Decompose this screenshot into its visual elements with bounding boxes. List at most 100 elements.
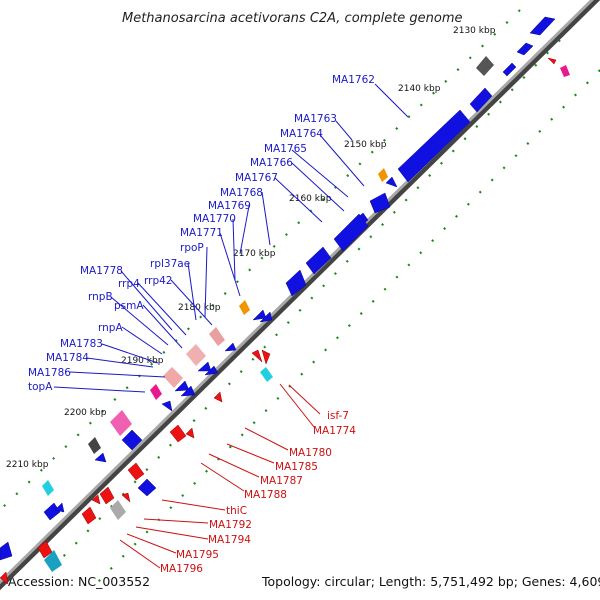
gene-label[interactable]: rrp4: [118, 278, 140, 290]
gene-label[interactable]: MA1780: [289, 447, 332, 459]
gene-label[interactable]: MA1792: [209, 519, 252, 531]
gene-arrow[interactable]: [180, 385, 196, 397]
reverse-gene-labels: isf-7 MA1774 MA1780 MA1785 MA1787 MA1788…: [160, 410, 356, 575]
gene-arrow[interactable]: [37, 540, 53, 559]
feature-block[interactable]: [110, 500, 126, 520]
gene-label[interactable]: MA1766: [250, 157, 293, 169]
gene-arrow[interactable]: [529, 16, 556, 36]
gene-arrow[interactable]: [0, 541, 13, 561]
gene-label[interactable]: rnpA: [98, 322, 123, 334]
feature-block[interactable]: [186, 344, 206, 366]
feature-block[interactable]: [44, 550, 62, 572]
gene-label[interactable]: MA1795: [176, 549, 219, 561]
gene-label[interactable]: MA1771: [180, 227, 223, 239]
gene-label[interactable]: MA1762: [332, 74, 375, 86]
gene-arrow[interactable]: [185, 427, 195, 439]
gene-label[interactable]: MA1786: [28, 367, 71, 379]
gene-arrow[interactable]: [252, 309, 267, 321]
gene-label[interactable]: topA: [28, 381, 53, 393]
gene-arrow[interactable]: [197, 361, 212, 372]
kbp-tick-2140: 2140 kbp: [398, 84, 441, 94]
feature-block[interactable]: [378, 168, 388, 182]
leader-line: [121, 326, 163, 355]
gene-arrow[interactable]: [469, 87, 493, 113]
gene-arrow[interactable]: [259, 311, 273, 323]
feature-block[interactable]: [476, 56, 494, 76]
gene-label[interactable]: isf-7: [327, 410, 349, 422]
leader-line: [110, 296, 169, 346]
gene-arrow[interactable]: [94, 452, 107, 463]
gene-arrow[interactable]: [224, 342, 237, 352]
gene-arrow[interactable]: [137, 478, 157, 497]
gene-label[interactable]: MA1768: [220, 187, 263, 199]
gene-arrow[interactable]: [174, 380, 190, 392]
gene-arrow[interactable]: [333, 213, 369, 252]
feature-block[interactable]: [88, 437, 101, 454]
gene-label[interactable]: MA1787: [260, 475, 303, 487]
gene-label[interactable]: MA1794: [208, 534, 251, 546]
gene-label[interactable]: rrp42: [144, 275, 172, 287]
gene-arrow[interactable]: [251, 349, 263, 363]
kbp-tick-2150: 2150 kbp: [344, 140, 387, 150]
feature-block[interactable]: [260, 367, 273, 382]
leader-line: [288, 384, 321, 415]
gene-arrow[interactable]: [285, 269, 307, 297]
gene-label[interactable]: MA1769: [208, 200, 251, 212]
gene-label[interactable]: MA1784: [46, 352, 89, 364]
gene-arrow[interactable]: [204, 365, 219, 376]
leader-line: [226, 443, 275, 464]
leader-line: [239, 205, 250, 255]
gene-label[interactable]: MA1774: [313, 425, 356, 437]
leader-line: [219, 232, 241, 297]
gene-label[interactable]: rpl37ae: [150, 258, 190, 270]
gene-arrow[interactable]: [169, 424, 187, 443]
gene-arrow[interactable]: [91, 494, 101, 505]
gene-arrow[interactable]: [385, 176, 398, 188]
leader-line: [200, 462, 245, 492]
gene-arrow[interactable]: [213, 391, 223, 403]
leader-line: [69, 371, 166, 378]
gene-label[interactable]: rpoP: [180, 242, 204, 254]
gene-label[interactable]: MA1767: [235, 172, 278, 184]
gene-arrow[interactable]: [261, 349, 271, 365]
gene-label[interactable]: MA1770: [193, 213, 236, 225]
feature-block[interactable]: [239, 300, 250, 315]
feature-block[interactable]: [150, 384, 162, 400]
leader-line: [374, 83, 409, 118]
feature-block[interactable]: [163, 367, 183, 388]
gene-label[interactable]: thiC: [226, 505, 247, 517]
gene-arrow[interactable]: [121, 429, 143, 451]
gene-label[interactable]: rnpB: [88, 291, 113, 303]
gene-arrow[interactable]: [99, 486, 115, 505]
leader-line: [232, 218, 236, 281]
gene-label[interactable]: psmA: [114, 300, 144, 312]
gene-label[interactable]: MA1788: [244, 489, 287, 501]
feature-block[interactable]: [560, 65, 570, 77]
gene-arrow[interactable]: [369, 192, 391, 214]
gene-arrow[interactable]: [161, 400, 173, 412]
gene-label[interactable]: MA1785: [275, 461, 318, 473]
feature-block[interactable]: [209, 327, 225, 346]
gene-arrow[interactable]: [54, 502, 65, 513]
gene-label[interactable]: MA1765: [264, 143, 307, 155]
gene-arrow[interactable]: [121, 492, 131, 503]
gene-arrow[interactable]: [43, 502, 61, 521]
gene-arrow[interactable]: [127, 462, 145, 481]
gene-arrow[interactable]: [81, 506, 97, 525]
feature-block[interactable]: [110, 410, 132, 436]
gene-arrow[interactable]: [516, 42, 534, 56]
gene-arrow[interactable]: [305, 246, 332, 275]
gene-label[interactable]: MA1778: [80, 265, 123, 277]
leader-line: [261, 191, 271, 246]
gene-label[interactable]: MA1763: [294, 113, 337, 125]
gene-label[interactable]: MA1783: [60, 338, 103, 350]
feature-block[interactable]: [42, 480, 54, 496]
leader-line: [161, 499, 226, 511]
gene-arrow[interactable]: [0, 571, 9, 585]
gene-arrow[interactable]: [397, 109, 471, 183]
gene-arrow[interactable]: [502, 62, 517, 77]
gene-label[interactable]: MA1796: [160, 563, 203, 575]
gene-label[interactable]: MA1764: [280, 128, 323, 140]
gene-arrow[interactable]: [547, 57, 557, 65]
